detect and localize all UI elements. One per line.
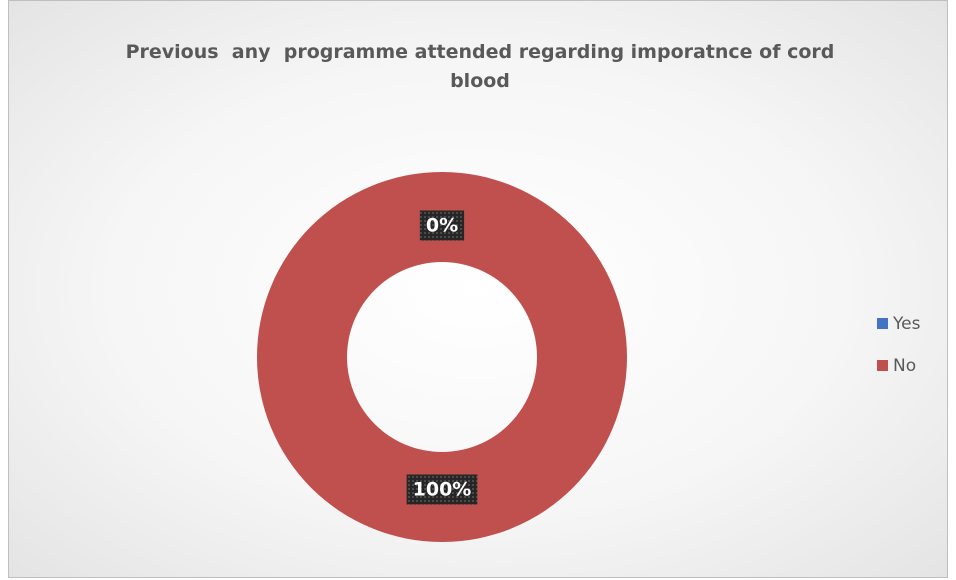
chart-title: Previous any programme attended regardin… — [125, 41, 842, 92]
data-label: 100% — [413, 479, 472, 501]
data-label-box — [406, 474, 478, 505]
legend-label: Yes — [892, 314, 921, 334]
data-label: 0% — [426, 215, 458, 237]
doughnut-segment — [257, 172, 627, 542]
data-label-box — [419, 210, 465, 241]
legend-swatch — [877, 318, 888, 329]
legend-label: No — [893, 356, 916, 376]
legend-swatch — [877, 360, 888, 371]
